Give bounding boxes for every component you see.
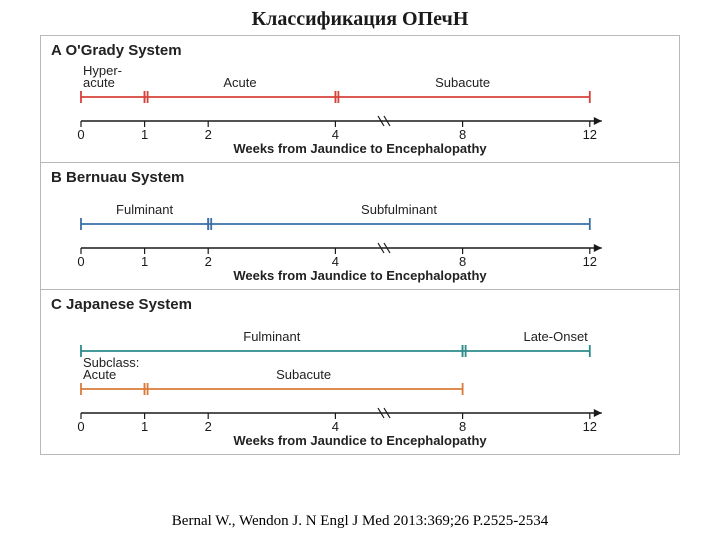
svg-text:12: 12 [583, 254, 597, 269]
panel-c: C Japanese System Fulminant Late-Onset Sub… [41, 290, 679, 454]
svg-text:2: 2 [205, 127, 212, 142]
svg-text:Subfulminant: Subfulminant [361, 202, 437, 217]
svg-text:Acute: Acute [223, 75, 256, 90]
svg-text:1: 1 [141, 127, 148, 142]
svg-text:2: 2 [205, 419, 212, 434]
panel-a-id: A [51, 42, 61, 59]
panel-b: B Bernuau System Fulminant Subfulminant 0 1… [41, 163, 679, 290]
svg-text:acute: acute [83, 75, 115, 90]
svg-text:12: 12 [583, 127, 597, 142]
svg-text:Subacute: Subacute [276, 367, 331, 382]
svg-text:4: 4 [332, 254, 339, 269]
panel-a-label: A O'Grady System [51, 42, 669, 59]
panel-a-timeline: Hyper-acuteAcuteSubacute0124812 [71, 61, 659, 143]
svg-text:Late-Onset: Late-Onset [523, 329, 588, 344]
panel-b-timeline: FulminantSubfulminant0124812 [71, 188, 659, 270]
svg-text:1: 1 [141, 254, 148, 269]
page-title: Классификация ОПечН [0, 0, 720, 35]
svg-text:4: 4 [332, 127, 339, 142]
panel-b-axis-label: Weeks from Jaundice to Encephalopathy [51, 268, 669, 283]
panel-c-name: Japanese System [66, 296, 192, 313]
panel-c-axis-label: Weeks from Jaundice to Encephalopathy [51, 433, 669, 448]
panel-c-label: C Japanese System [51, 296, 669, 313]
panel-c-id: C [51, 296, 62, 313]
panel-a-axis-label: Weeks from Jaundice to Encephalopathy [51, 141, 669, 156]
svg-text:8: 8 [459, 127, 466, 142]
panel-b-name: Bernuau System [66, 169, 184, 186]
svg-text:8: 8 [459, 254, 466, 269]
citation: Bernal W., Wendon J. N Engl J Med 2013:3… [0, 513, 720, 530]
svg-text:Fulminant: Fulminant [243, 329, 300, 344]
panel-c-timeline: FulminantLate-OnsetSubclass:AcuteSubacut… [71, 315, 659, 435]
svg-text:12: 12 [583, 419, 597, 434]
panel-b-id: B [51, 169, 62, 186]
svg-text:0: 0 [77, 127, 84, 142]
panel-a-name: O'Grady System [65, 42, 181, 59]
panel-a: A O'Grady System Hyper-acuteAcuteSubacut… [41, 36, 679, 163]
svg-text:0: 0 [77, 254, 84, 269]
svg-text:0: 0 [77, 419, 84, 434]
svg-text:2: 2 [205, 254, 212, 269]
panels-container: A O'Grady System Hyper-acuteAcuteSubacut… [40, 35, 680, 455]
svg-text:8: 8 [459, 419, 466, 434]
svg-text:Subacute: Subacute [435, 75, 490, 90]
svg-text:1: 1 [141, 419, 148, 434]
panel-b-label: B Bernuau System [51, 169, 669, 186]
svg-text:Fulminant: Fulminant [116, 202, 173, 217]
svg-text:Acute: Acute [83, 367, 116, 382]
svg-text:4: 4 [332, 419, 339, 434]
